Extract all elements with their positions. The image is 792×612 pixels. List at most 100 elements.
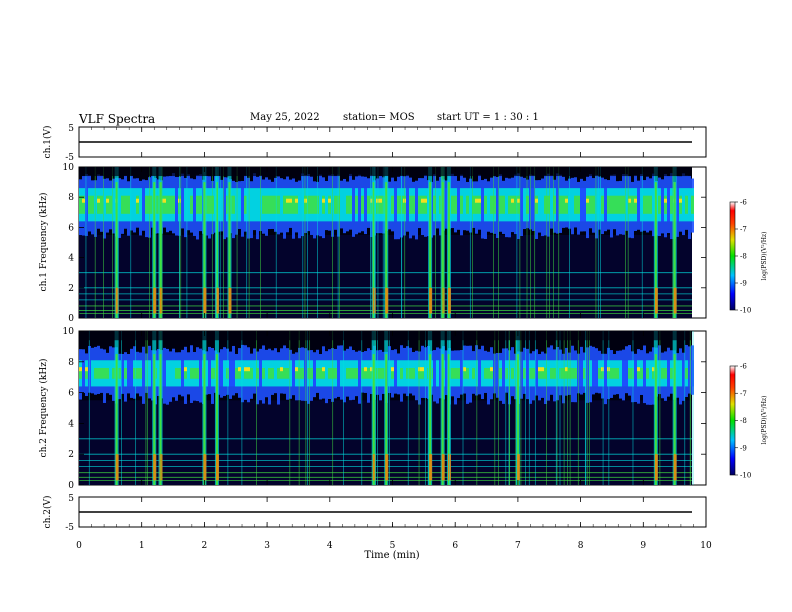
band-peak bbox=[103, 367, 106, 379]
band-peak bbox=[613, 195, 616, 214]
band-peak bbox=[316, 367, 319, 379]
burst-low-band bbox=[441, 454, 445, 481]
band-peak bbox=[478, 195, 481, 214]
band-core bbox=[547, 360, 550, 387]
band-peak bbox=[238, 367, 241, 379]
station-label: station= MOS bbox=[343, 112, 415, 123]
ch2-ytick-5: 5 bbox=[68, 494, 74, 504]
band-peak bbox=[391, 195, 394, 214]
band-hotspot bbox=[328, 198, 331, 203]
ch1-colorbar-tick-label: -6 bbox=[740, 199, 747, 207]
burst-low-band bbox=[115, 454, 119, 481]
band-hotspot bbox=[421, 198, 424, 203]
band-peak bbox=[295, 367, 298, 379]
band-hotspot bbox=[601, 367, 604, 372]
band-peak bbox=[664, 367, 667, 379]
band-hotspot bbox=[421, 367, 424, 372]
band-hotspot bbox=[184, 367, 187, 372]
band-core bbox=[139, 188, 142, 222]
band-core bbox=[496, 360, 499, 387]
burst-low-band bbox=[159, 287, 163, 314]
ch1-colorbar-tick-label: -9 bbox=[740, 280, 747, 288]
band-core bbox=[298, 188, 301, 222]
band-core bbox=[460, 360, 463, 387]
burst-core bbox=[215, 182, 218, 318]
band-core bbox=[676, 360, 679, 387]
band-peak bbox=[106, 367, 109, 379]
band-peak bbox=[601, 195, 604, 214]
band-core bbox=[358, 360, 361, 387]
band-peak bbox=[517, 195, 520, 214]
ch2-freq-ytick-label: 0 bbox=[68, 481, 74, 491]
burst-low-band bbox=[228, 287, 232, 314]
band-peak bbox=[328, 195, 331, 214]
ch2-colorbar-tick-label: -10 bbox=[740, 472, 751, 480]
band-core bbox=[688, 360, 691, 387]
ch1-colorbar-label: log(PSD)(V²/Hz) bbox=[761, 232, 768, 281]
band-peak bbox=[370, 367, 373, 379]
burst-low-band bbox=[203, 454, 207, 481]
band-core bbox=[625, 188, 628, 222]
band-hotspot bbox=[79, 367, 82, 372]
band-peak bbox=[196, 195, 199, 214]
ch2-colorbar-tick-label: -8 bbox=[740, 417, 747, 425]
band-hotspot bbox=[286, 198, 289, 203]
band-core bbox=[253, 360, 256, 387]
band-peak bbox=[670, 195, 673, 214]
xtick-label: 8 bbox=[578, 541, 584, 551]
band-core bbox=[688, 188, 691, 222]
band-peak bbox=[454, 367, 457, 379]
band-peak bbox=[262, 367, 265, 379]
band-peak bbox=[298, 367, 301, 379]
band-peak bbox=[484, 367, 487, 379]
ch2-colorbar-label: log(PSD)(V²/Hz) bbox=[761, 396, 768, 445]
burst-low-band bbox=[153, 287, 157, 314]
time-axis-label: Time (min) bbox=[364, 550, 419, 561]
band-peak bbox=[268, 195, 271, 214]
ch1-freq-ytick-label: 2 bbox=[68, 284, 74, 294]
band-peak bbox=[400, 367, 403, 379]
band-peak bbox=[364, 367, 367, 379]
band-peak bbox=[421, 367, 424, 379]
ch2-freq-ytick-label: 10 bbox=[63, 327, 75, 337]
band-peak bbox=[79, 195, 82, 214]
band-core bbox=[478, 360, 481, 387]
band-peak bbox=[451, 367, 454, 379]
band-peak bbox=[322, 195, 325, 214]
xtick-label: 9 bbox=[640, 541, 646, 551]
band-peak bbox=[346, 195, 349, 214]
band-peak bbox=[691, 195, 694, 214]
burst-core bbox=[115, 354, 118, 485]
band-hotspot bbox=[511, 198, 514, 203]
band-peak bbox=[565, 195, 568, 214]
band-peak bbox=[235, 367, 238, 379]
xtick-label: 2 bbox=[202, 541, 208, 551]
ch1-colorbar: -6 -7 -8 -9 -10 log(PSD)(V²/Hz) bbox=[729, 199, 768, 315]
band-peak bbox=[412, 195, 415, 214]
band-hotspot bbox=[490, 367, 493, 372]
band-core bbox=[595, 360, 598, 387]
band-peak bbox=[172, 195, 175, 214]
band-peak bbox=[553, 367, 556, 379]
band-core bbox=[247, 188, 250, 222]
band-core bbox=[556, 188, 559, 222]
burst-core bbox=[385, 182, 388, 318]
band-core bbox=[661, 188, 664, 222]
burst-low-band bbox=[385, 454, 389, 481]
band-core bbox=[619, 360, 622, 387]
band-hotspot bbox=[238, 367, 241, 372]
band-core bbox=[436, 360, 439, 387]
ch1-freq-ytick-label: 0 bbox=[68, 314, 74, 324]
band-peak bbox=[505, 367, 508, 379]
band-core bbox=[352, 188, 355, 222]
burst-core bbox=[228, 182, 231, 318]
band-peak bbox=[124, 367, 127, 379]
band-core bbox=[148, 360, 151, 387]
band-hotspot bbox=[304, 198, 307, 203]
burst-low-band bbox=[215, 454, 219, 481]
band-peak bbox=[196, 367, 199, 379]
band-core bbox=[550, 188, 553, 222]
band-peak bbox=[418, 195, 421, 214]
band-peak bbox=[616, 367, 619, 379]
